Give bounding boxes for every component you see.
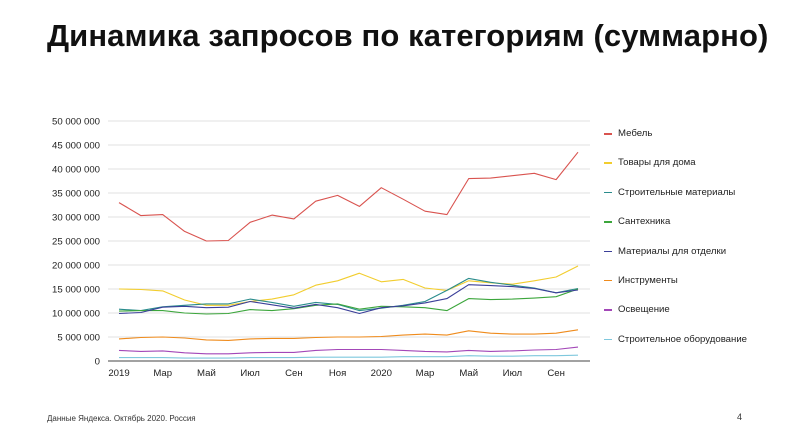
legend-swatch <box>604 309 612 311</box>
x-tick-label: Мар <box>153 368 172 379</box>
y-tick-label: 30 000 000 <box>52 213 100 224</box>
legend-swatch <box>604 279 612 282</box>
x-axis-ticks: 2019 Мар Май Июл Сен Ноя 2020 Мар Май Июл Сен <box>108 368 565 379</box>
series-line <box>118 288 579 315</box>
legend-item: Сантехника <box>604 216 784 245</box>
y-tick-label: 45 000 000 <box>52 141 100 152</box>
legend-item: Строительные материалы <box>604 187 784 216</box>
chart-grid <box>108 120 590 362</box>
y-tick-label: 5 000 000 <box>57 333 100 344</box>
legend-swatch <box>604 221 612 223</box>
series-line <box>118 284 579 315</box>
series-line <box>118 346 579 355</box>
legend-label: Материалы для отделки <box>618 245 727 257</box>
x-tick-label: Июл <box>503 368 522 379</box>
y-tick-label: 25 000 000 <box>52 237 100 248</box>
x-tick-label: 2019 <box>108 368 129 379</box>
chart-series <box>118 151 579 359</box>
legend-item: Строительное оборудование <box>604 334 784 363</box>
footer-source: Данные Яндекса. Октябрь 2020. Россия <box>47 414 196 423</box>
legend-label: Сантехника <box>618 216 671 228</box>
x-tick-label: Ноя <box>329 368 346 379</box>
y-tick-label: 35 000 000 <box>52 189 100 200</box>
legend-item: Материалы для отделки <box>604 246 784 275</box>
x-tick-label: Сен <box>547 368 565 379</box>
legend-label: Мебель <box>618 128 653 139</box>
x-tick-label: Сен <box>285 368 303 379</box>
x-tick-label: 2020 <box>371 368 392 379</box>
legend-item: Мебель <box>604 128 784 157</box>
legend-item: Инструменты <box>604 275 784 304</box>
legend-label: Инструменты <box>618 274 678 286</box>
legend-swatch <box>604 338 612 341</box>
series-line <box>118 329 579 341</box>
legend-label: Строительное оборудование <box>618 333 748 345</box>
x-tick-label: Май <box>197 368 216 379</box>
chart-legend: Мебель Товары для дома Строительные матери… <box>604 128 784 363</box>
y-tick-label: 50 000 000 <box>52 117 100 128</box>
legend-label: Строительные материалы <box>618 186 736 198</box>
y-tick-label: 40 000 000 <box>52 165 100 176</box>
legend-label: Товары для дома <box>618 157 696 169</box>
series-line <box>118 151 579 242</box>
page-number: 4 <box>737 412 743 422</box>
legend-item: Освещение <box>604 304 784 333</box>
y-tick-label: 0 <box>95 357 100 368</box>
x-tick-label: Июл <box>240 368 259 379</box>
y-tick-label: 20 000 000 <box>52 261 100 272</box>
legend-label: Освещение <box>618 304 670 316</box>
x-tick-label: Мар <box>416 368 435 379</box>
y-tick-label: 10 000 000 <box>52 309 100 320</box>
legend-swatch <box>604 133 612 135</box>
x-tick-label: Май <box>459 368 478 379</box>
y-tick-label: 15 000 000 <box>52 285 100 296</box>
series-line <box>118 277 579 312</box>
legend-item: Товары для дома <box>604 157 784 186</box>
legend-swatch <box>604 191 612 194</box>
legend-swatch <box>604 162 612 164</box>
slide-title: Динамика запросов по категориям (суммарн… <box>47 18 769 53</box>
y-axis-ticks: 0 5 000 000 10 000 000 15 000 000 20 000 000… <box>52 117 100 368</box>
series-line <box>119 354 579 359</box>
legend-swatch <box>604 250 612 253</box>
